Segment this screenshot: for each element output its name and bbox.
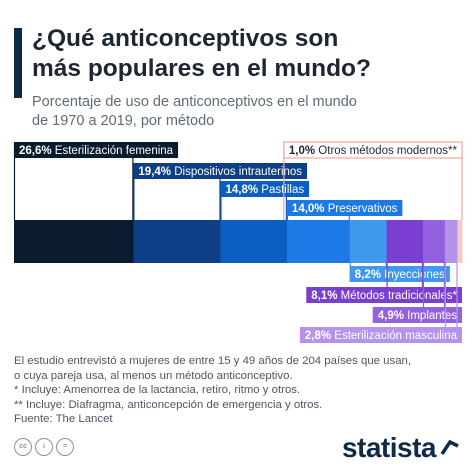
by-icon: i — [35, 438, 53, 456]
bar-value-label: 19,4% — [138, 166, 171, 178]
bar-segment — [133, 220, 221, 263]
bar-category-label: Preservativos — [325, 203, 398, 215]
bar-category-label: Pastillas — [258, 184, 304, 196]
page-title: ¿Qué anticonceptivos son más populares e… — [32, 24, 462, 84]
bar-category-label: Esterilización femenina — [52, 145, 174, 157]
bar-category-label: Dispositivos intrauterinos — [171, 166, 302, 178]
bar-label: 1,0% Otros métodos modernos** — [289, 145, 458, 157]
bar-label: 8,1% Métodos tradicionales* — [311, 290, 457, 302]
bar-segment — [14, 220, 134, 263]
page-subtitle: Porcentaje de uso de anticonceptivos en … — [32, 93, 462, 131]
license-icons: cc i = — [14, 438, 74, 456]
footnotes: El estudio entrevistó a mujeres de entre… — [14, 354, 464, 427]
brand-name: statista — [341, 432, 437, 463]
bar-value-label: 8,1% — [311, 290, 337, 302]
bar-value-label: 14,8% — [225, 184, 258, 196]
footnote-line-1: El estudio entrevistó a mujeres de entre… — [14, 355, 412, 367]
bar-category-label: Implantes — [404, 310, 457, 322]
bar-segment — [422, 220, 446, 263]
bar-label: 19,4% Dispositivos intrauterinos — [138, 166, 302, 178]
statista-mark-icon — [440, 439, 459, 455]
title-accent-bar — [14, 28, 22, 98]
stacked-bar-chart: 26,6% Esterilización femenina 19,4% Dispo… — [13, 141, 463, 343]
bar-label: 14,8% Pastillas — [225, 184, 304, 196]
footnote-line-2: o cuya pareja usa, al menos un método an… — [14, 369, 293, 382]
bar-category-label: Inyecciones — [381, 269, 445, 281]
bar-segment — [220, 220, 288, 263]
bar-label: 8,2% Inyecciones — [355, 269, 445, 281]
bar-label-box — [220, 181, 310, 197]
bar-label-box — [283, 141, 463, 159]
bar-label: 26,6% Esterilización femenina — [19, 145, 174, 157]
title-line-2: más populares en el mundo? — [32, 55, 371, 82]
bar-label-box — [349, 266, 450, 282]
bar-value-label: 1,0% — [289, 145, 315, 157]
bar-label-box — [14, 142, 179, 158]
bar-value-label: 8,2% — [355, 269, 381, 281]
bar-category-label: Métodos tradicionales* — [337, 290, 457, 302]
footnote-line-3: * Incluye: Amenorrea de la lactancia, re… — [14, 384, 301, 396]
bar-label-box — [133, 163, 308, 179]
bar-label-box — [372, 307, 462, 323]
bar-value-label: 4,9% — [378, 310, 404, 322]
bar-segment — [386, 220, 424, 263]
cc-icon: cc — [14, 438, 32, 456]
bar-label: 14,0% Preservativos — [292, 203, 398, 215]
bar-value-label: 26,6% — [19, 145, 52, 157]
bar-segment — [349, 220, 388, 263]
bar-category-label: Esterilización masculina — [331, 330, 458, 342]
bar-segment — [286, 220, 351, 263]
footnote-source: Fuente: The Lancet — [14, 413, 113, 425]
statista-logo: statista — [342, 432, 460, 464]
bar-label: 2,8% Esterilización masculina — [305, 330, 458, 342]
subtitle-line-1: Porcentaje de uso de anticonceptivos en … — [32, 94, 357, 110]
bar-label: 4,9% Implantes — [378, 310, 458, 322]
bar-label-box — [286, 200, 403, 216]
title-line-1: ¿Qué anticonceptivos son — [32, 25, 339, 52]
bar-value-label: 2,8% — [305, 330, 331, 342]
bar-category-label: Otros métodos modernos** — [315, 145, 457, 157]
footnote-line-4: ** Incluye: Diafragma, anticoncepción de… — [14, 398, 323, 411]
bar-label-box — [299, 327, 462, 343]
bar-segment — [444, 220, 459, 263]
bar-segment — [457, 220, 463, 263]
bar-value-label: 14,0% — [292, 203, 325, 215]
subtitle-line-2: de 1970 a 2019, por método — [32, 113, 215, 129]
nd-icon: = — [56, 438, 74, 456]
